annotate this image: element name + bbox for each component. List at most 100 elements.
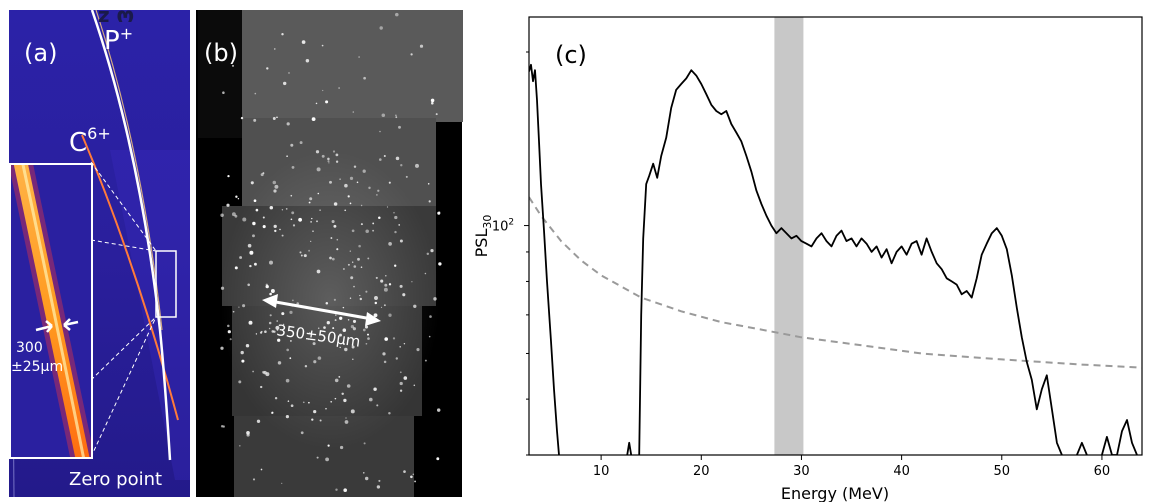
spot [287,400,290,402]
y-axis-label: PSL30 [472,215,494,258]
spot [266,67,269,70]
spot [349,202,352,205]
spot [252,370,254,373]
panel-c: 10 20 30 40 50 60 102 (c) Energy (MeV) PSL30 [472,16,1143,502]
spot [307,338,310,340]
spot [302,401,305,404]
zero-point-label: Zero point [69,469,162,490]
spot [339,178,341,180]
psl-spectrum-line [1076,441,1088,455]
spot [281,312,285,316]
spot [300,431,304,435]
spot [414,480,417,483]
spot [265,372,270,377]
spot [367,257,370,260]
spot [385,274,387,277]
spot [299,141,303,145]
spot [399,371,402,374]
panel-b-label: (b) [204,39,238,67]
spot [395,114,397,117]
spot [360,266,363,268]
panel-b: (b) 350±50µm [196,10,463,497]
spot [232,310,235,313]
spot [329,180,332,184]
spot [274,48,276,50]
spot [311,217,313,220]
spot [303,254,307,258]
carbon-label: C6+ [69,124,111,158]
spot [344,209,347,212]
spot [367,333,369,336]
spot [424,359,427,362]
spot [310,240,312,242]
spot [429,315,432,318]
spot [220,286,225,290]
spot [290,143,294,147]
spot [410,53,413,56]
spot-size-arrow [262,294,381,326]
spot [252,221,256,226]
spot [365,342,368,345]
spot [349,297,352,299]
spot [334,378,339,383]
x-tick-label: 30 [793,464,810,479]
inset-track-core [21,164,86,458]
image-tile [198,10,242,138]
spot [363,472,365,474]
spot [369,397,373,402]
spot [362,169,366,173]
proton-label: P+ [104,24,133,56]
spot [416,348,420,352]
spot [394,230,397,234]
spot [346,384,351,388]
spot [433,297,437,301]
spot [262,216,265,219]
spot [285,378,290,383]
spot [222,91,225,94]
spot [316,456,319,459]
width-arrow-right [63,318,79,331]
spot [319,419,322,422]
spot [285,208,288,210]
spot [308,249,311,252]
spot [336,238,339,241]
spot [316,269,321,274]
spot [377,189,380,192]
spot [374,296,378,300]
spot [367,337,370,340]
spot [352,111,355,113]
spot [379,158,382,161]
spot [352,261,354,263]
spot [335,153,339,157]
spot [292,224,296,227]
spot [268,327,271,330]
spot [242,217,247,222]
spot [362,328,366,332]
spot [227,330,231,334]
spot [375,276,378,279]
spot [353,285,355,288]
spot [235,195,238,198]
spot [316,167,321,172]
svg-text:P+: P+ [104,24,133,56]
spot [411,281,413,283]
spot [383,287,388,292]
spot [352,358,354,361]
spot [316,220,318,223]
zoom-inset: 300 ±25µm [9,163,93,459]
spot [383,360,387,364]
spot [380,306,383,309]
zoom-line [90,161,157,252]
spot [229,338,232,341]
spot [289,310,293,314]
spot [277,361,282,365]
spot [394,215,398,220]
spot [357,257,360,261]
spot [321,154,325,158]
spot [289,357,292,360]
psl-spectrum-line [1101,419,1138,455]
spot [298,217,302,222]
spot [253,199,257,203]
zoom-region-box [155,250,177,318]
